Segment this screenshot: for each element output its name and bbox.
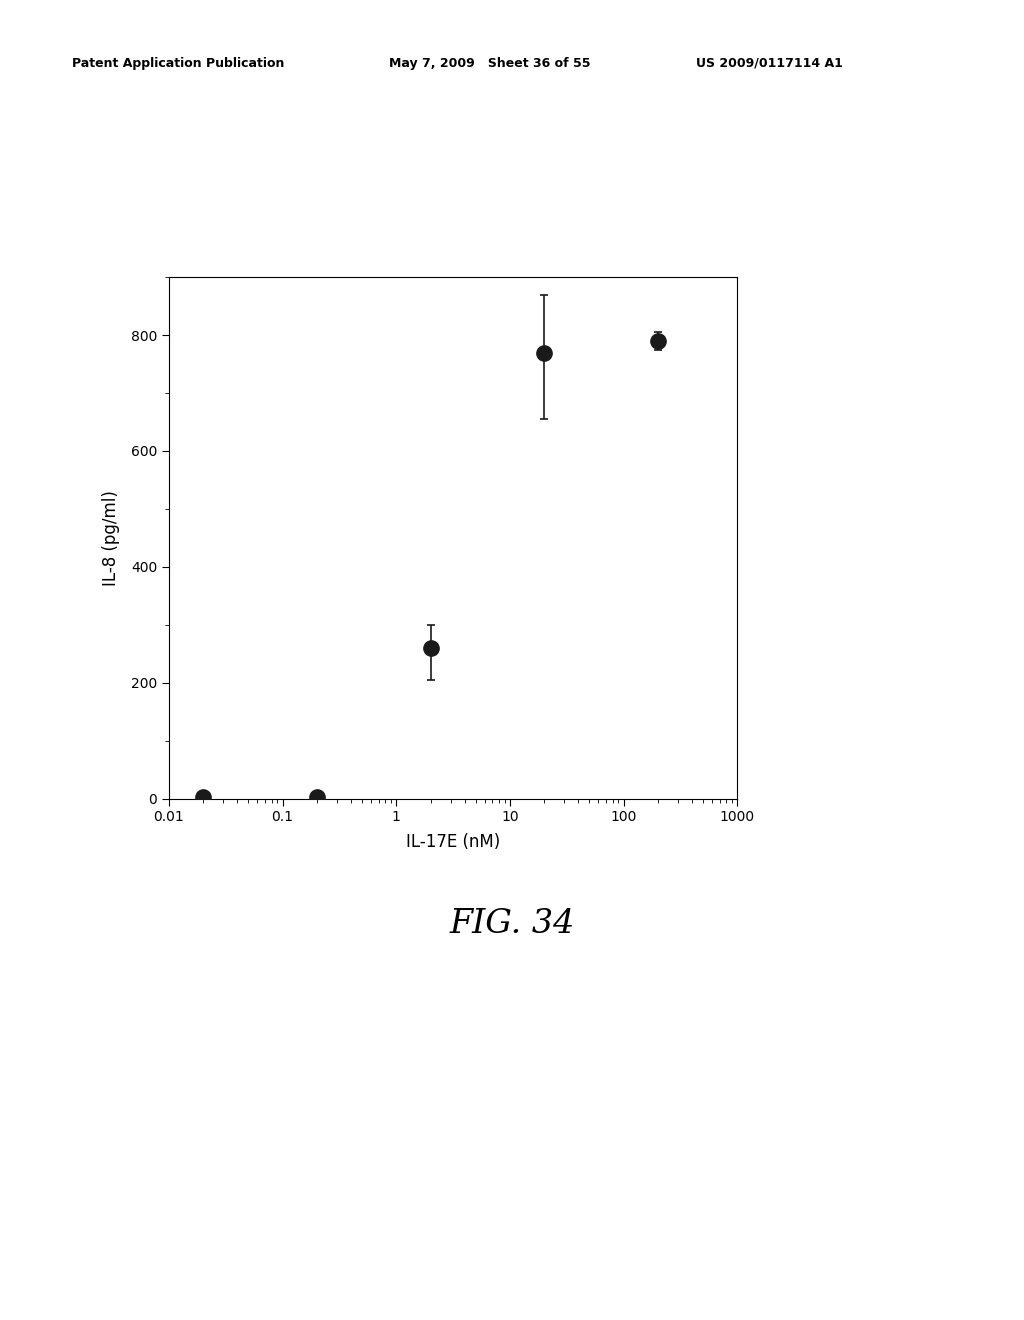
Text: Patent Application Publication: Patent Application Publication: [72, 57, 284, 70]
Text: US 2009/0117114 A1: US 2009/0117114 A1: [696, 57, 843, 70]
X-axis label: IL-17E (nM): IL-17E (nM): [406, 833, 501, 850]
Y-axis label: IL-8 (pg/ml): IL-8 (pg/ml): [101, 490, 120, 586]
Text: May 7, 2009   Sheet 36 of 55: May 7, 2009 Sheet 36 of 55: [389, 57, 591, 70]
Text: FIG. 34: FIG. 34: [450, 908, 574, 940]
